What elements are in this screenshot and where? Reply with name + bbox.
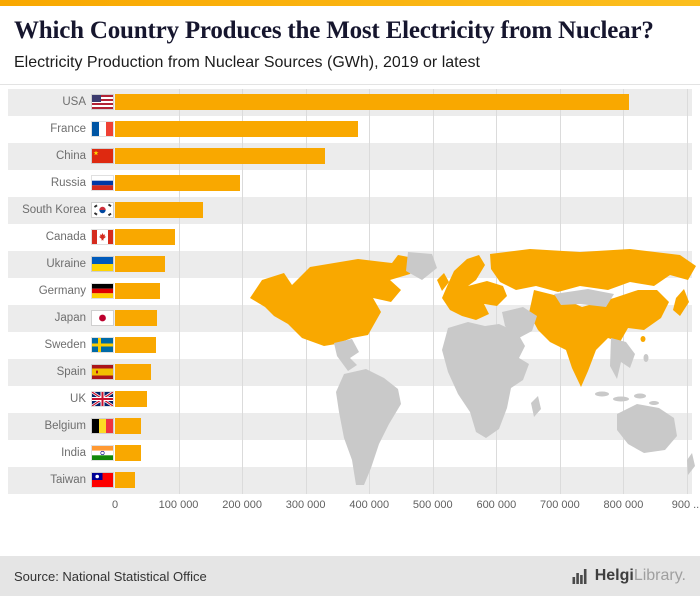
axis-tick-label: 900 ... xyxy=(671,498,700,511)
bar-row: USA xyxy=(8,89,692,116)
axis-tick-label: 700 000 xyxy=(539,498,580,511)
footer: Source: National Statistical Office Helg… xyxy=(0,556,700,596)
flag-sweden-icon xyxy=(92,338,113,352)
flag-ukraine-icon xyxy=(92,257,113,271)
country-label: Belgium xyxy=(44,420,86,432)
flag-canada-icon xyxy=(92,230,113,244)
country-label: Taiwan xyxy=(50,474,86,486)
flag-japan-icon xyxy=(92,311,113,325)
country-label: South Korea xyxy=(22,204,86,216)
bar-row: Taiwan xyxy=(8,467,692,494)
gridline xyxy=(432,88,434,494)
flag-uk-icon xyxy=(92,392,113,406)
value-bar xyxy=(115,310,157,326)
value-bar xyxy=(115,364,151,380)
flag-belgium-icon xyxy=(92,419,113,433)
country-label: Sweden xyxy=(44,339,86,351)
axis-tick-label: 600 000 xyxy=(476,498,517,511)
source-text: Source: National Statistical Office xyxy=(14,568,207,584)
flag-taiwan-icon xyxy=(92,473,113,487)
logo-text: HelgiLibrary. xyxy=(595,567,686,585)
flag-france-icon xyxy=(92,122,113,136)
axis-tick-label: 100 000 xyxy=(158,498,199,511)
page-title: Which Country Produces the Most Electric… xyxy=(14,17,654,44)
axis-tick-label: 200 000 xyxy=(222,498,262,511)
axis-tick-label: 500 000 xyxy=(412,498,453,511)
country-label: Spain xyxy=(56,366,86,378)
value-bar xyxy=(115,445,141,461)
bar-row: Belgium xyxy=(8,413,692,440)
gridline xyxy=(178,88,180,494)
axis-tick-label: 0 xyxy=(111,498,119,511)
country-label: UK xyxy=(70,393,86,405)
page-subtitle: Electricity Production from Nuclear Sour… xyxy=(14,53,480,71)
value-bar xyxy=(115,175,240,191)
bar-row: Germany xyxy=(8,278,692,305)
value-bar xyxy=(115,418,142,434)
bar-row: France xyxy=(8,116,692,143)
flag-germany-icon xyxy=(92,284,113,298)
bar-row: Japan xyxy=(8,305,692,332)
value-bar xyxy=(115,202,204,218)
value-bar xyxy=(115,256,165,272)
bar-row: Canada xyxy=(8,224,692,251)
axis-tick-label: 400 000 xyxy=(349,498,390,511)
x-axis: 0 100 000 200 000 300 000 400 000 500 000 600 … xyxy=(8,494,700,516)
bar-chart: USA France China Russia South Korea Canada Ukr… xyxy=(8,88,696,494)
value-bar xyxy=(115,283,161,299)
country-label: France xyxy=(50,123,86,135)
country-label: Japan xyxy=(54,312,86,324)
axis-tick-label: 300 000 xyxy=(285,498,326,511)
flag-spain-icon xyxy=(92,365,113,379)
country-label: Ukraine xyxy=(46,258,86,270)
logo-text-light: Library xyxy=(633,567,682,584)
value-bar xyxy=(115,94,630,110)
value-bar xyxy=(115,121,358,137)
bar-row: China xyxy=(8,143,692,170)
country-label: China xyxy=(55,150,86,162)
rows-layer: USA France China Russia South Korea Canada Ukr… xyxy=(8,89,692,494)
flag-china-icon xyxy=(92,149,113,163)
axis-tick-label: 800 000 xyxy=(603,498,644,511)
bar-row: Ukraine xyxy=(8,251,692,278)
logo-text-bold: Helgi xyxy=(594,567,634,584)
country-label: Russia xyxy=(50,177,86,189)
country-label: Canada xyxy=(45,231,86,243)
accent-strip xyxy=(0,0,700,6)
value-bar xyxy=(115,472,135,488)
bar-row: India xyxy=(8,440,692,467)
helgi-logo: HelgiLibrary. xyxy=(572,567,686,585)
flag-south-korea-icon xyxy=(92,203,113,217)
flag-india-icon xyxy=(92,446,113,460)
bar-row: Sweden xyxy=(8,332,692,359)
value-bar xyxy=(115,391,148,407)
flag-usa-icon xyxy=(92,95,113,109)
value-bar xyxy=(115,337,156,353)
flag-russia-icon xyxy=(92,176,113,190)
header: Which Country Produces the Most Electric… xyxy=(0,6,700,85)
value-bar xyxy=(115,229,176,245)
value-bar xyxy=(115,148,325,164)
country-label: USA xyxy=(62,96,86,108)
bar-row: Spain xyxy=(8,359,692,386)
helgi-logo-icon xyxy=(572,568,589,585)
country-label: Germany xyxy=(38,285,86,297)
bar-row: Russia xyxy=(8,170,692,197)
logo-text-suffix: . xyxy=(681,567,686,584)
bar-row: South Korea xyxy=(8,197,692,224)
chart-wrap: USA France China Russia South Korea Canada Ukr… xyxy=(8,88,696,494)
bar-row: UK xyxy=(8,386,692,413)
country-label: India xyxy=(61,447,86,459)
gridline xyxy=(242,88,244,494)
